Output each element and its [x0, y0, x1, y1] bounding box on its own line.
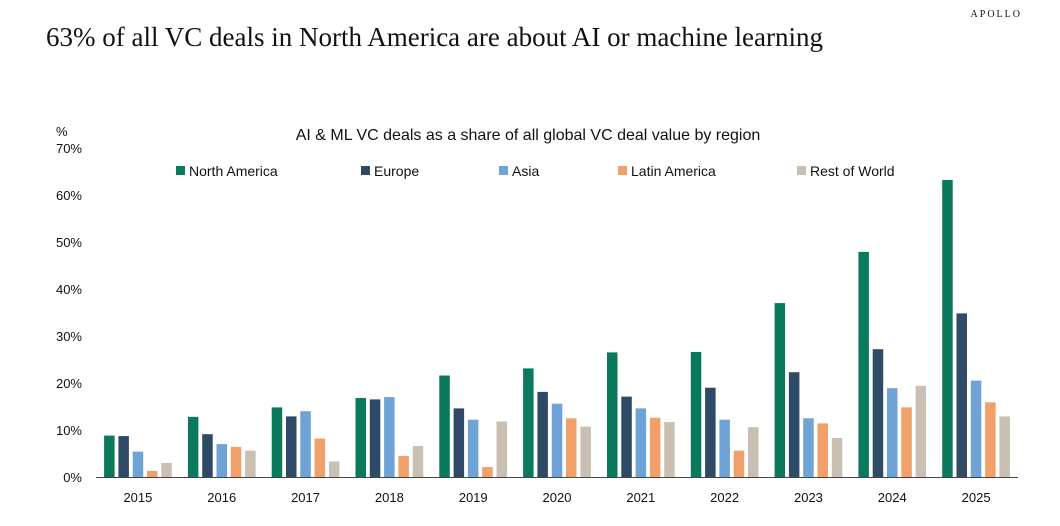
x-tick-label: 2015	[123, 490, 152, 505]
bar	[384, 397, 395, 477]
bar	[453, 408, 465, 477]
bar	[369, 399, 381, 477]
bar	[621, 396, 632, 477]
bar	[314, 438, 326, 477]
legend-swatch	[797, 166, 806, 175]
bar	[245, 450, 256, 477]
bar	[970, 380, 982, 477]
x-tick-label: 2016	[207, 490, 236, 505]
y-axis-unit-label: %	[56, 124, 68, 139]
chart-title: AI & ML VC deals as a share of all globa…	[296, 127, 761, 144]
bar	[649, 417, 661, 477]
x-tick-label: 2017	[291, 490, 320, 505]
bar	[690, 352, 702, 477]
bar	[901, 407, 912, 477]
x-tick-label: 2024	[878, 490, 907, 505]
legend-label: Europe	[374, 163, 419, 179]
bar	[956, 313, 967, 477]
bar	[664, 422, 675, 477]
bar	[132, 451, 144, 477]
page-headline: 63% of all VC deals in North America are…	[46, 22, 824, 52]
bar	[566, 418, 577, 478]
bar	[286, 416, 297, 477]
legend-label: North America	[189, 163, 278, 179]
bar	[523, 368, 534, 477]
bar	[748, 427, 759, 477]
x-tick-label: 2018	[375, 490, 404, 505]
bar	[580, 426, 591, 477]
bar	[537, 391, 548, 477]
bar	[872, 349, 884, 477]
bar	[999, 416, 1010, 477]
y-tick-label: 40%	[56, 282, 82, 297]
bar	[788, 372, 800, 477]
bar	[147, 470, 158, 477]
x-tick-label: 2019	[459, 490, 488, 505]
bar	[230, 446, 242, 477]
bar	[482, 467, 493, 477]
bar	[858, 251, 869, 477]
bar	[300, 411, 311, 477]
bar	[887, 388, 898, 477]
bar	[398, 455, 409, 477]
bar	[104, 435, 115, 477]
bar	[412, 446, 424, 477]
y-tick-label: 0%	[63, 470, 82, 485]
legend-label: Latin America	[631, 163, 716, 179]
bar	[467, 419, 479, 477]
x-tick-label: 2023	[794, 490, 823, 505]
legend-swatch	[618, 166, 627, 175]
y-tick-label: 60%	[56, 188, 82, 203]
bar	[817, 423, 828, 477]
bar	[831, 438, 843, 477]
x-tick-label: 2021	[626, 490, 655, 505]
legend-swatch	[361, 166, 370, 175]
bar	[551, 403, 563, 477]
bar	[985, 402, 996, 477]
legend-label: Rest of World	[810, 163, 895, 179]
bar	[161, 462, 172, 477]
brand-logo: APOLLO	[970, 9, 1022, 20]
bar	[118, 436, 129, 477]
bar	[328, 461, 340, 477]
bar	[774, 303, 786, 477]
bar	[915, 385, 927, 477]
bar	[496, 421, 507, 477]
bar	[942, 180, 953, 477]
y-tick-label: 30%	[56, 329, 82, 344]
bar	[719, 419, 730, 477]
bar	[635, 408, 647, 477]
legend-swatch	[176, 166, 185, 175]
bar	[705, 387, 716, 477]
bar	[271, 407, 283, 477]
bar	[439, 375, 450, 477]
x-tick-label: 2020	[543, 490, 572, 505]
legend-label: Asia	[512, 163, 539, 179]
bar	[202, 434, 213, 477]
bar	[803, 418, 814, 478]
x-tick-label: 2022	[710, 490, 739, 505]
legend-swatch	[499, 166, 508, 175]
bar	[187, 416, 199, 477]
y-tick-label: 70%	[56, 141, 82, 156]
bar	[733, 450, 745, 477]
x-tick-label: 2025	[962, 490, 991, 505]
bar	[355, 398, 366, 477]
y-tick-label: 10%	[56, 423, 82, 438]
y-tick-label: 50%	[56, 235, 82, 250]
bar	[607, 352, 618, 477]
y-tick-label: 20%	[56, 376, 82, 391]
bar	[216, 444, 227, 477]
